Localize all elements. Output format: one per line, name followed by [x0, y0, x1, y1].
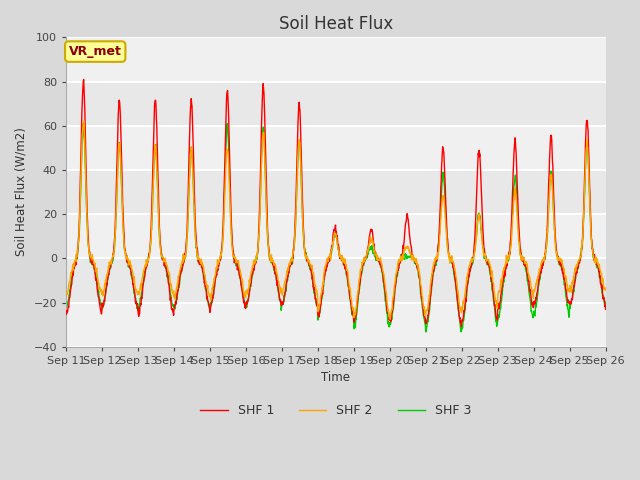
- Bar: [66, 82, 605, 126]
- SHF 2: [339, 259, 347, 265]
- SHF 2: [575, 258, 582, 264]
- Line: SHF 3: SHF 3: [66, 123, 640, 332]
- SHF 1: [80, 77, 88, 83]
- Legend: SHF 1, SHF 2, SHF 3: SHF 1, SHF 2, SHF 3: [195, 399, 477, 422]
- SHF 1: [458, 324, 465, 329]
- SHF 3: [339, 256, 347, 262]
- SHF 1: [575, 260, 582, 266]
- SHF 2: [630, 261, 638, 267]
- Bar: [66, 170, 605, 214]
- SHF 1: [339, 257, 347, 263]
- SHF 3: [79, 120, 87, 126]
- SHF 1: [62, 308, 70, 313]
- SHF 2: [490, 286, 498, 291]
- SHF 3: [630, 271, 638, 276]
- Text: VR_met: VR_met: [68, 45, 122, 58]
- SHF 3: [328, 247, 336, 252]
- Line: SHF 2: SHF 2: [66, 121, 640, 319]
- SHF 3: [422, 329, 429, 335]
- SHF 3: [490, 301, 498, 307]
- Bar: [66, 258, 605, 302]
- SHF 3: [62, 305, 70, 311]
- SHF 1: [637, 300, 640, 306]
- SHF 2: [328, 246, 336, 252]
- SHF 2: [387, 316, 394, 322]
- SHF 3: [575, 264, 582, 270]
- SHF 3: [152, 154, 160, 160]
- SHF 2: [80, 118, 88, 124]
- SHF 2: [62, 291, 70, 297]
- Y-axis label: Soil Heat Flux (W/m2): Soil Heat Flux (W/m2): [15, 128, 28, 256]
- SHF 1: [630, 271, 638, 277]
- SHF 1: [152, 116, 160, 122]
- SHF 2: [152, 155, 160, 160]
- SHF 3: [637, 301, 640, 307]
- X-axis label: Time: Time: [321, 372, 350, 384]
- SHF 2: [637, 286, 640, 292]
- SHF 1: [490, 296, 498, 302]
- Line: SHF 1: SHF 1: [66, 80, 640, 326]
- Title: Soil Heat Flux: Soil Heat Flux: [279, 15, 393, 33]
- SHF 1: [328, 243, 336, 249]
